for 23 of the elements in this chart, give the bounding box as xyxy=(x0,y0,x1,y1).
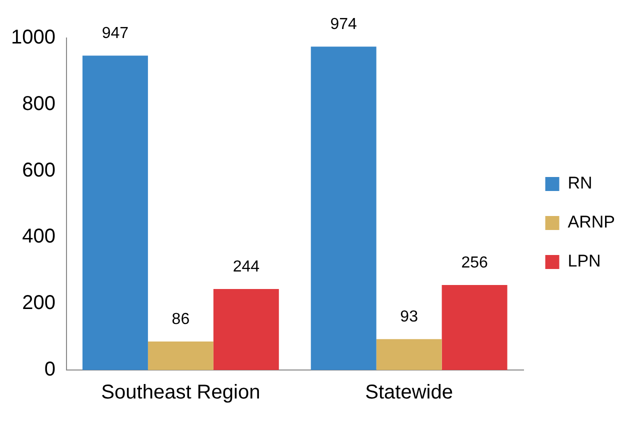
bar xyxy=(442,285,508,370)
data-label: 256 xyxy=(461,254,488,272)
data-label: 244 xyxy=(232,258,260,276)
data-label: 947 xyxy=(102,25,129,42)
data-label: 86 xyxy=(172,310,190,328)
x-tick-label: Southeast Region xyxy=(101,382,260,404)
legend-label: RN xyxy=(568,174,592,193)
bar xyxy=(148,341,214,370)
bar xyxy=(82,56,148,370)
y-tick-label: 200 xyxy=(22,292,56,314)
y-tick-label: 400 xyxy=(22,226,56,248)
legend-label: LPN xyxy=(568,252,601,271)
y-tick-label: 1000 xyxy=(10,26,56,49)
y-tick-label: 800 xyxy=(22,92,56,115)
bar xyxy=(376,339,442,370)
legend-label: ARNP xyxy=(568,212,616,232)
y-tick-label: 0 xyxy=(44,358,56,381)
x-tick-label: Statewide xyxy=(365,382,453,404)
bar xyxy=(213,288,279,370)
data-label: 974 xyxy=(330,16,358,34)
y-tick-label: 600 xyxy=(22,159,56,182)
bar xyxy=(310,46,376,370)
data-label: 93 xyxy=(400,308,418,326)
